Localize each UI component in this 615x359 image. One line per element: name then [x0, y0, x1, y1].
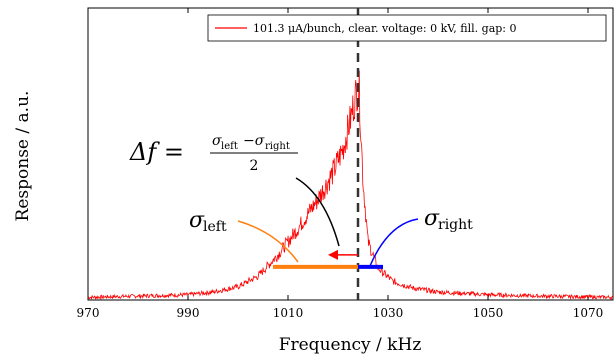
series-line — [87, 70, 614, 301]
x-tick-label: 990 — [177, 306, 200, 320]
formula-denominator: 2 — [250, 158, 259, 174]
sigma-left-label: σ left — [189, 208, 227, 235]
legend-box — [207, 14, 607, 42]
sigma-left-symbol: σ — [189, 208, 205, 233]
sigma-right-pointer — [369, 218, 419, 267]
annotation-layer — [237, 8, 419, 300]
x-axis-ticks: 970 990 1010 1030 1050 1070 — [77, 8, 604, 320]
formula-numerator-a: σ — [212, 133, 222, 149]
delta-f-label: Δf = — [129, 138, 184, 166]
x-axis-label: Frequency / kHz — [279, 335, 422, 355]
legend-entry: 101.3 μA/bunch, clear. voltage: 0 kV, fi… — [253, 22, 517, 35]
y-axis-label: Response / a.u. — [13, 91, 33, 222]
series-layer — [87, 70, 614, 301]
sigma-left-pointer — [237, 220, 299, 263]
formula-pointer — [295, 177, 340, 247]
sigma-right-label: σ right — [424, 206, 473, 233]
x-tick-label: 1010 — [273, 306, 304, 320]
delta-f-formula: Δf = σ left −σ right 2 — [129, 133, 298, 174]
shift-arrowhead — [328, 249, 338, 260]
x-tick-label: 970 — [77, 306, 100, 320]
formula-numerator-b-sub: right — [265, 141, 290, 152]
x-tick-label: 1030 — [373, 306, 404, 320]
formula-numerator-a-sub: left — [221, 141, 238, 152]
formula-numerator-minus: −σ — [243, 133, 265, 149]
sigma-right-symbol: σ — [424, 206, 440, 231]
sigma-right-subscript: right — [438, 217, 473, 233]
sigma-left-subscript: left — [203, 219, 227, 235]
legend: 101.3 μA/bunch, clear. voltage: 0 kV, fi… — [207, 14, 607, 42]
x-tick-label: 1050 — [473, 306, 504, 320]
x-tick-label: 1070 — [573, 306, 604, 320]
plot-frame — [87, 7, 614, 301]
